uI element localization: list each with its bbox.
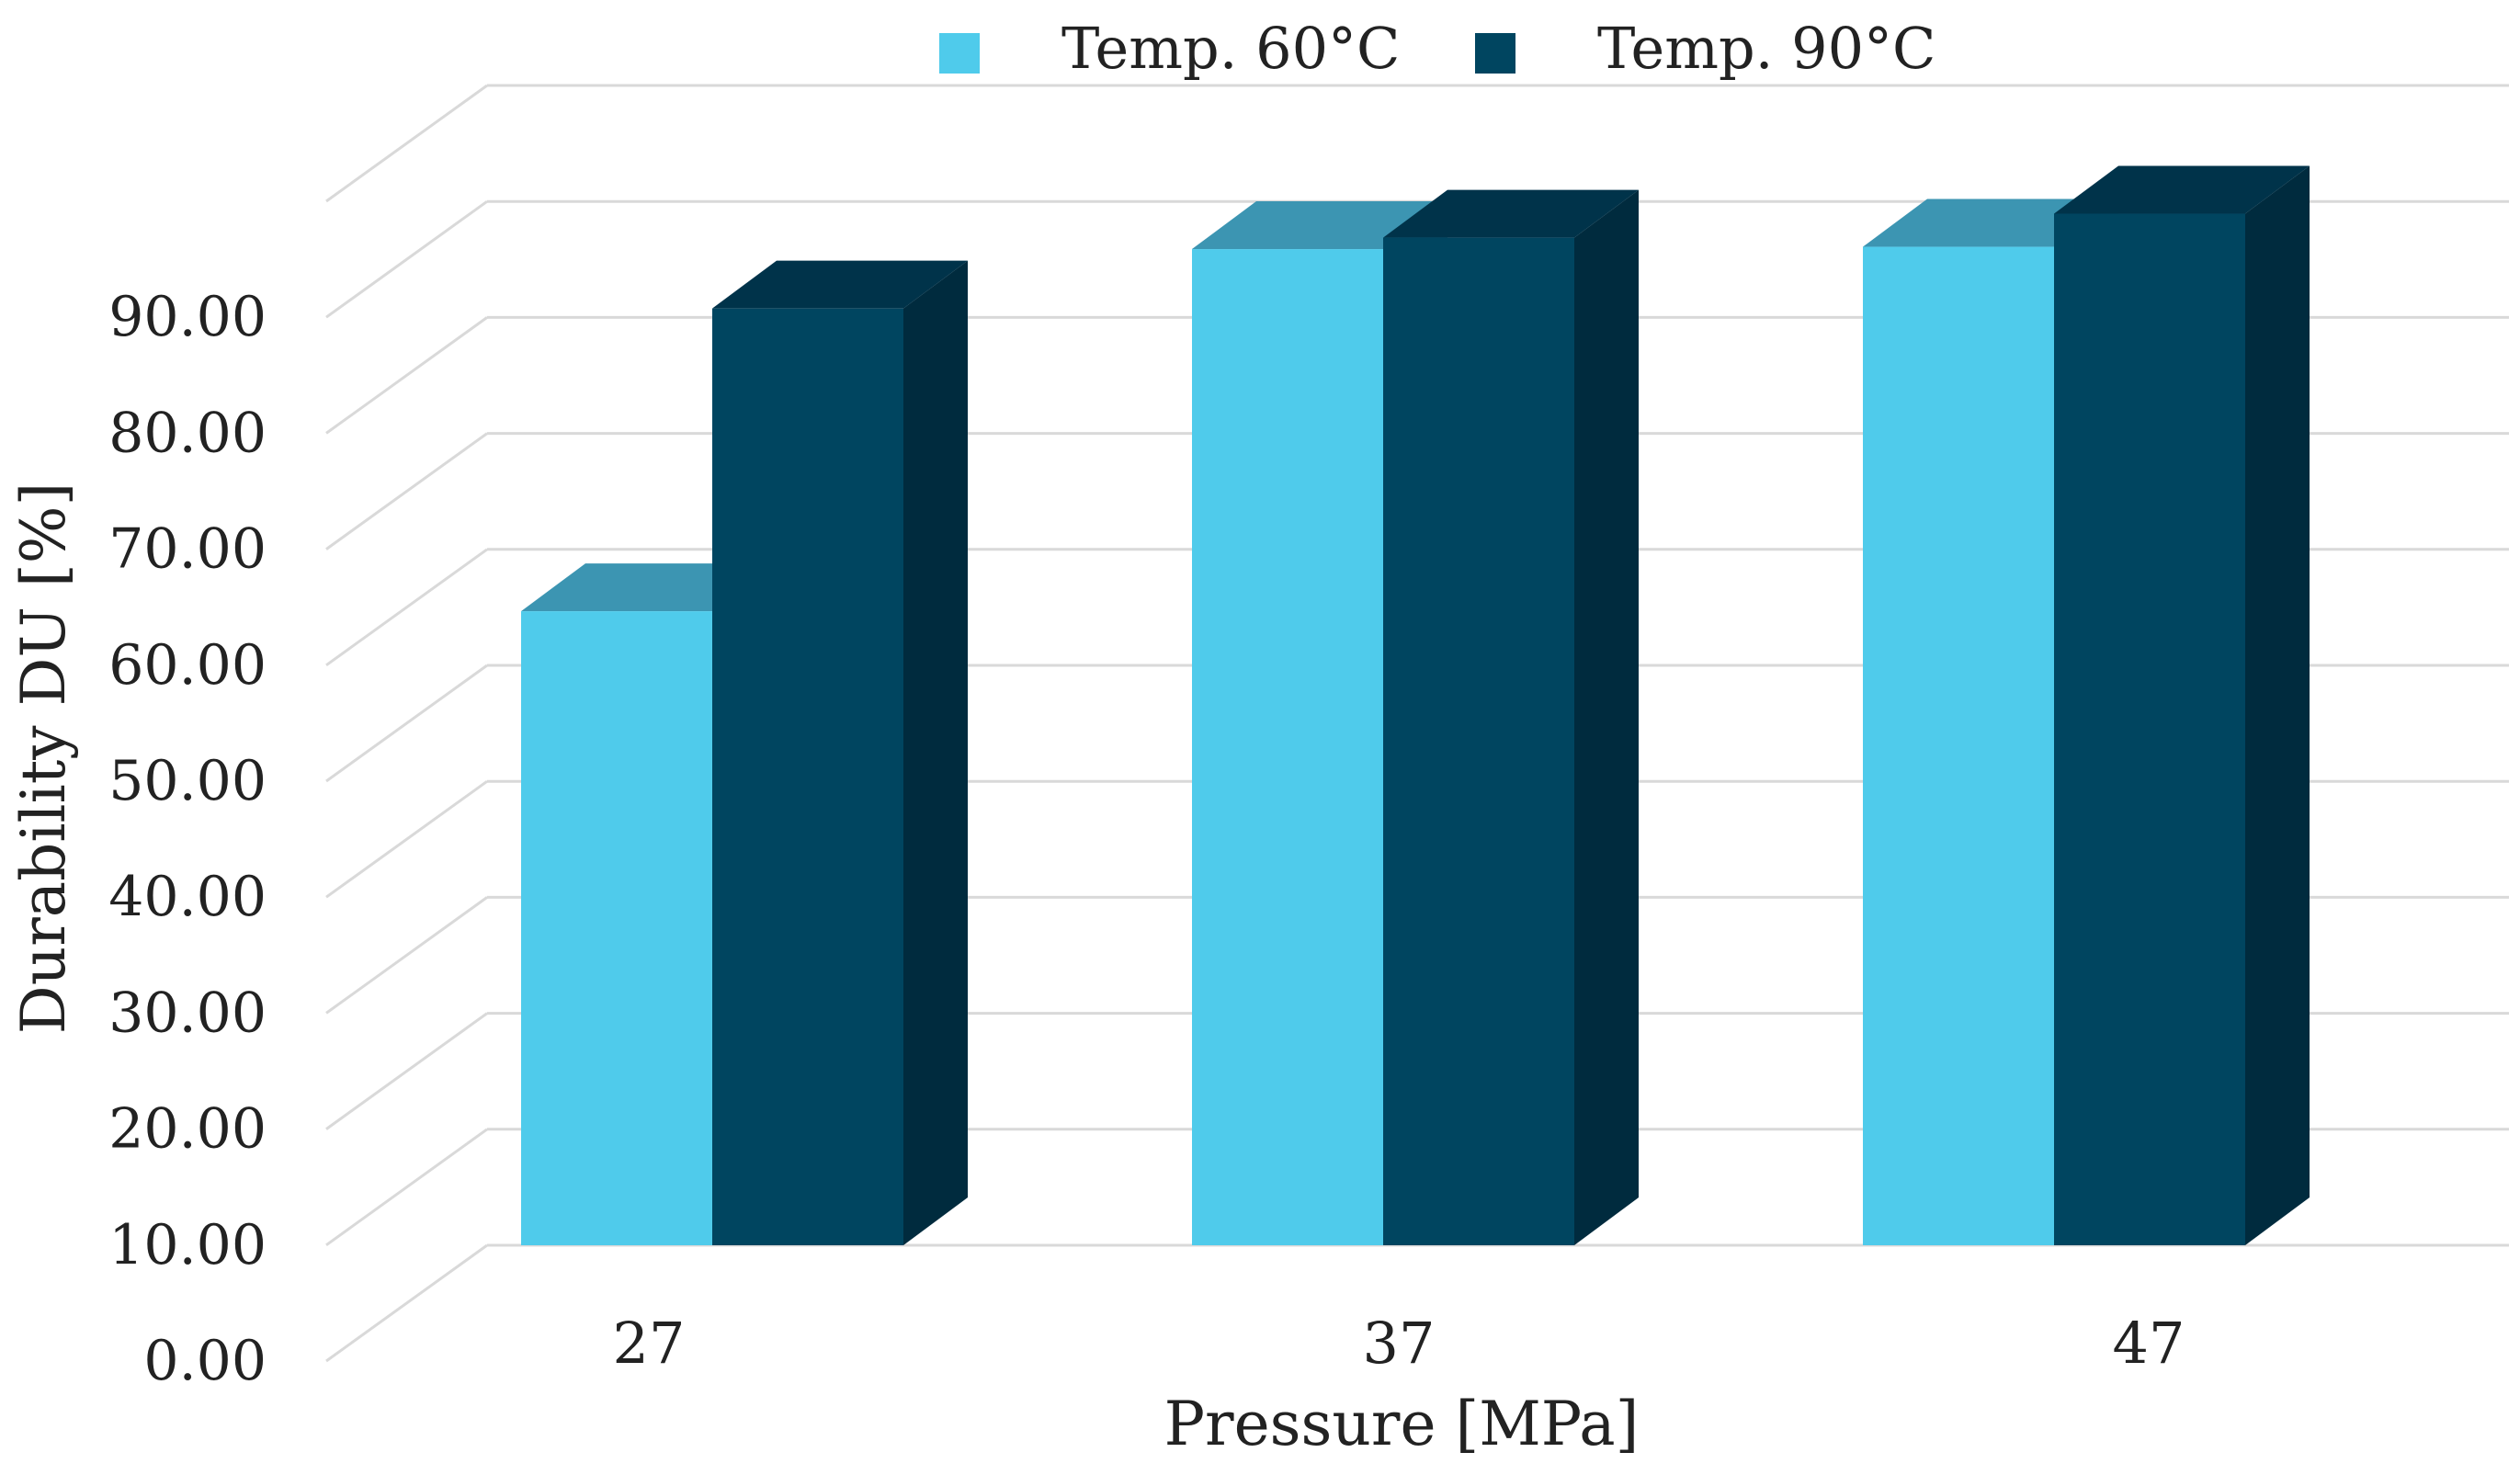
gridline-depth bbox=[325, 432, 488, 550]
bar-side-face bbox=[1574, 189, 1639, 1245]
gridline-depth bbox=[325, 548, 488, 667]
bar-side-face bbox=[903, 260, 968, 1245]
bar-front-face bbox=[1863, 246, 2054, 1245]
category-label-layer: 27 37 47 bbox=[613, 1310, 2185, 1377]
x-axis-title: Pressure [MPa] bbox=[1164, 1389, 1640, 1459]
y-tick-layer: 0.00 10.00 20.00 30.00 40.00 50.00 60.00 70.00 8… bbox=[108, 285, 267, 1393]
legend: Temp. 60°C Temp. 90°C bbox=[939, 15, 1935, 82]
y-tick-label: 30.00 bbox=[108, 981, 267, 1045]
y-tick-label: 20.00 bbox=[108, 1097, 267, 1162]
legend-item-90c: Temp. 90°C bbox=[1475, 15, 1935, 82]
y-tick-label: 60.00 bbox=[108, 633, 267, 698]
bar-side-face bbox=[2245, 165, 2310, 1245]
bar-37-90c bbox=[1383, 189, 1639, 1245]
gridline-depth bbox=[325, 199, 488, 319]
gridline-depth bbox=[325, 1243, 488, 1363]
bar-27-90c bbox=[712, 260, 968, 1245]
y-tick-label: 50.00 bbox=[108, 749, 267, 813]
y-tick-label: 70.00 bbox=[108, 517, 267, 582]
legend-item-60c: Temp. 60°C bbox=[939, 15, 1400, 82]
gridline-depth bbox=[325, 1012, 488, 1130]
y-tick-label: 0.00 bbox=[143, 1329, 267, 1393]
y-tick-label: 40.00 bbox=[108, 865, 267, 929]
y-tick-label: 90.00 bbox=[108, 285, 267, 349]
bar-front-face bbox=[521, 611, 712, 1245]
bar-47-90c bbox=[2054, 165, 2310, 1245]
legend-swatch bbox=[939, 33, 980, 74]
legend-swatch bbox=[1475, 33, 1515, 74]
bar-front-face bbox=[2054, 213, 2245, 1245]
gridline-depth bbox=[325, 316, 488, 435]
x-tick-label: 27 bbox=[613, 1310, 686, 1377]
bar-top-face bbox=[1192, 201, 1447, 250]
gridline-depth bbox=[325, 664, 488, 783]
bar-layer bbox=[521, 165, 2310, 1245]
bar-top-face bbox=[1383, 189, 1639, 238]
bar-top-face bbox=[712, 260, 968, 309]
y-axis-title: Durability DU [%] bbox=[8, 482, 79, 1034]
legend-label: Temp. 90°C bbox=[1597, 15, 1935, 82]
legend-label: Temp. 60°C bbox=[1061, 15, 1400, 82]
bar-front-face bbox=[712, 308, 903, 1245]
gridline-depth bbox=[325, 779, 488, 899]
y-tick-label: 80.00 bbox=[108, 401, 267, 465]
bar-front-face bbox=[1383, 237, 1574, 1245]
gridline-100 bbox=[325, 84, 2509, 203]
bar-front-face bbox=[1192, 249, 1383, 1245]
gridline-depth bbox=[325, 896, 488, 1015]
gridline-depth bbox=[325, 1128, 488, 1247]
gridline-depth bbox=[325, 84, 488, 203]
x-tick-label: 37 bbox=[1363, 1310, 1436, 1377]
bar-top-face bbox=[2054, 165, 2310, 214]
x-tick-label: 47 bbox=[2113, 1310, 2185, 1377]
y-tick-label: 10.00 bbox=[108, 1213, 267, 1277]
